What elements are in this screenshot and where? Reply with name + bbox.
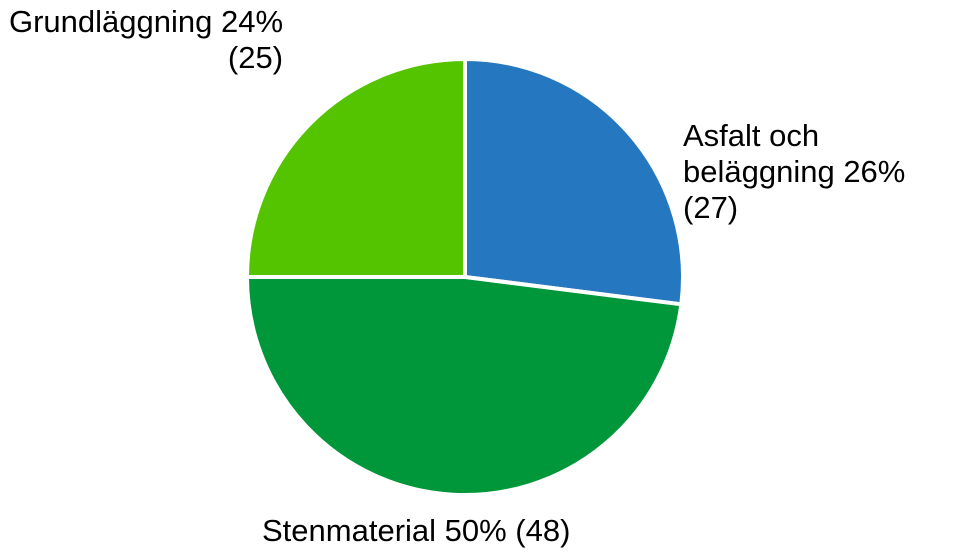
pie-slice-asfalt-och-belaggning [463,57,685,307]
slice-label-grundlaggning: Grundläggning 24% (25) [9,4,283,76]
slice-label-line: Grundläggning 24% [9,4,284,39]
slice-label-line: (25) [227,40,284,75]
pie-slice-grundlaggning [245,57,467,279]
slice-label-stenmaterial: Stenmaterial 50% (48) [262,513,570,549]
slice-label-line: (27) [683,190,739,225]
slice-label-line: Asfalt och [683,118,820,153]
slice-label-line: Stenmaterial 50% (48) [262,513,571,548]
slice-label-line: beläggning 26% [683,154,906,189]
slice-label-asfalt-och-belaggning: Asfalt och beläggning 26% (27) [683,118,905,226]
pie-slice-stenmaterial [245,275,684,497]
